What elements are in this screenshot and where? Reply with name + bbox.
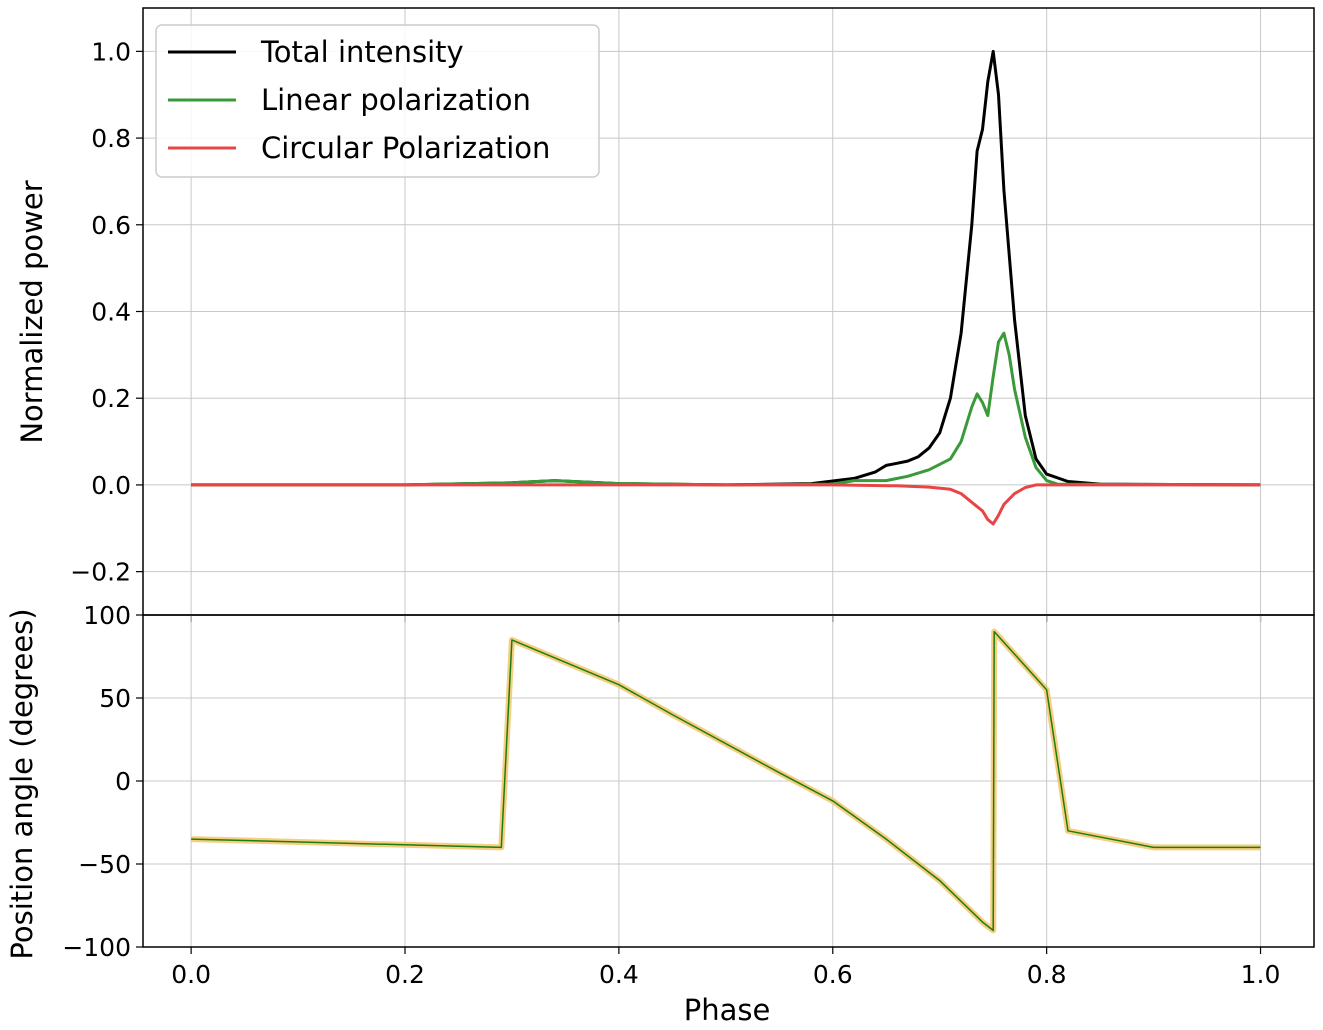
bottom-y-tick-label: 100 bbox=[83, 601, 131, 630]
top-y-axis-label: Normalized power bbox=[15, 180, 49, 443]
x-tick-label: 1.0 bbox=[1241, 960, 1281, 989]
x-tick-label: 0.0 bbox=[171, 960, 211, 989]
top-series-linear-polarization bbox=[191, 331, 1261, 487]
bottom-axes-frame bbox=[142, 614, 1315, 948]
x-axis-label: Phase bbox=[684, 993, 771, 1027]
bottom-y-tick-label: −50 bbox=[78, 850, 131, 879]
top-y-tick-label: 0.4 bbox=[91, 298, 131, 327]
top-y-tick-label: 0.0 bbox=[91, 471, 131, 500]
bottom-y-tick-label: −100 bbox=[62, 933, 131, 962]
top-y-tick-label: 0.2 bbox=[91, 384, 131, 413]
bottom-y-tick-label: 0 bbox=[115, 767, 131, 796]
legend-label-circular-polarization: Circular Polarization bbox=[261, 131, 550, 165]
bottom-panel: 0.0 0.2 0.4 0.6 0.8 1.0 −100 −50 0 50 100 Position… bbox=[5, 601, 1315, 1027]
bottom-series-series-0 bbox=[191, 630, 1261, 932]
bottom-ticks: 0.0 0.2 0.4 0.6 0.8 1.0 −100 −50 0 50 100 bbox=[62, 601, 1280, 989]
legend-label-total-intensity: Total intensity bbox=[260, 35, 464, 69]
top-ticks: −0.2 0.0 0.2 0.4 0.6 0.8 1.0 bbox=[70, 37, 1262, 622]
x-tick-label: 0.8 bbox=[1027, 960, 1067, 989]
legend: Total intensity Linear polarization Circ… bbox=[155, 24, 600, 178]
top-y-tick-label: 0.6 bbox=[91, 211, 131, 240]
bottom-grid bbox=[143, 614, 1314, 948]
top-y-tick-label: 0.8 bbox=[91, 124, 131, 153]
legend-label-linear-polarization: Linear polarization bbox=[261, 83, 531, 117]
bottom-series-layer bbox=[191, 628, 1261, 934]
top-series-circular-polarization bbox=[191, 483, 1261, 526]
top-y-tick-label: −0.2 bbox=[70, 558, 131, 587]
x-tick-label: 0.6 bbox=[813, 960, 853, 989]
x-tick-label: 0.2 bbox=[385, 960, 425, 989]
top-y-tick-label: 1.0 bbox=[91, 37, 131, 66]
legend-box bbox=[155, 24, 600, 178]
top-series-layer bbox=[191, 49, 1261, 526]
x-tick-label: 0.4 bbox=[599, 960, 639, 989]
bottom-y-axis-label: Position angle (degrees) bbox=[5, 608, 39, 959]
top-panel: −0.20.00.20.40.60.81.0 Normalized power … bbox=[15, 7, 1315, 622]
bottom-y-tick-label: 50 bbox=[99, 684, 131, 713]
